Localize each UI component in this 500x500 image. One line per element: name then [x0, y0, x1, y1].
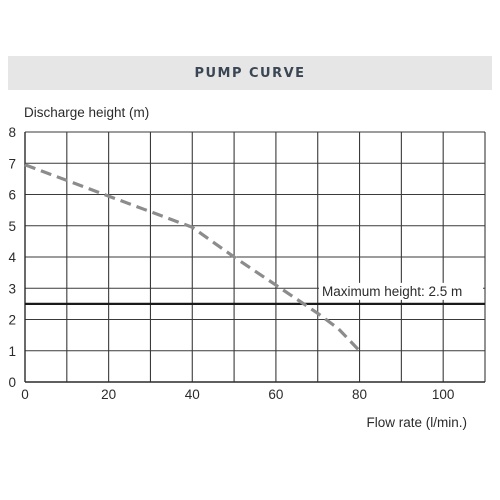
x-tick-label: 80: [352, 387, 367, 402]
y-tick-label: 6: [8, 188, 16, 203]
axes: [24, 132, 485, 383]
x-tick-label: 100: [432, 387, 455, 402]
reference-line-group: Maximum height: 2.5 m: [25, 282, 485, 305]
pump-curve-line: [24, 163, 361, 352]
max-height-label-background: [319, 282, 483, 300]
x-tick-label: 20: [101, 387, 116, 402]
y-tick-label: 8: [8, 125, 16, 140]
y-tick-label: 5: [8, 219, 16, 234]
x-tick-label: 40: [185, 387, 200, 402]
y-tick-label: 2: [8, 313, 16, 328]
max-height-label: Maximum height: 2.5 m: [322, 284, 462, 299]
y-tick-label: 4: [8, 250, 16, 265]
chart-title: PUMP CURVE: [194, 65, 306, 81]
y-axis-label: Discharge height (m): [24, 105, 149, 120]
x-tick-label: 60: [268, 387, 283, 402]
y-tick-label: 3: [8, 281, 16, 296]
y-tick-label: 7: [8, 156, 16, 171]
x-tick-label: 0: [21, 387, 29, 402]
series-group: [24, 163, 361, 352]
chart-title-bar: PUMP CURVE: [8, 56, 492, 90]
grid: [25, 131, 486, 382]
y-tick-label: 1: [8, 344, 16, 359]
x-axis-label: Flow rate (l/min.): [366, 415, 467, 430]
y-tick-label: 0: [8, 375, 16, 390]
